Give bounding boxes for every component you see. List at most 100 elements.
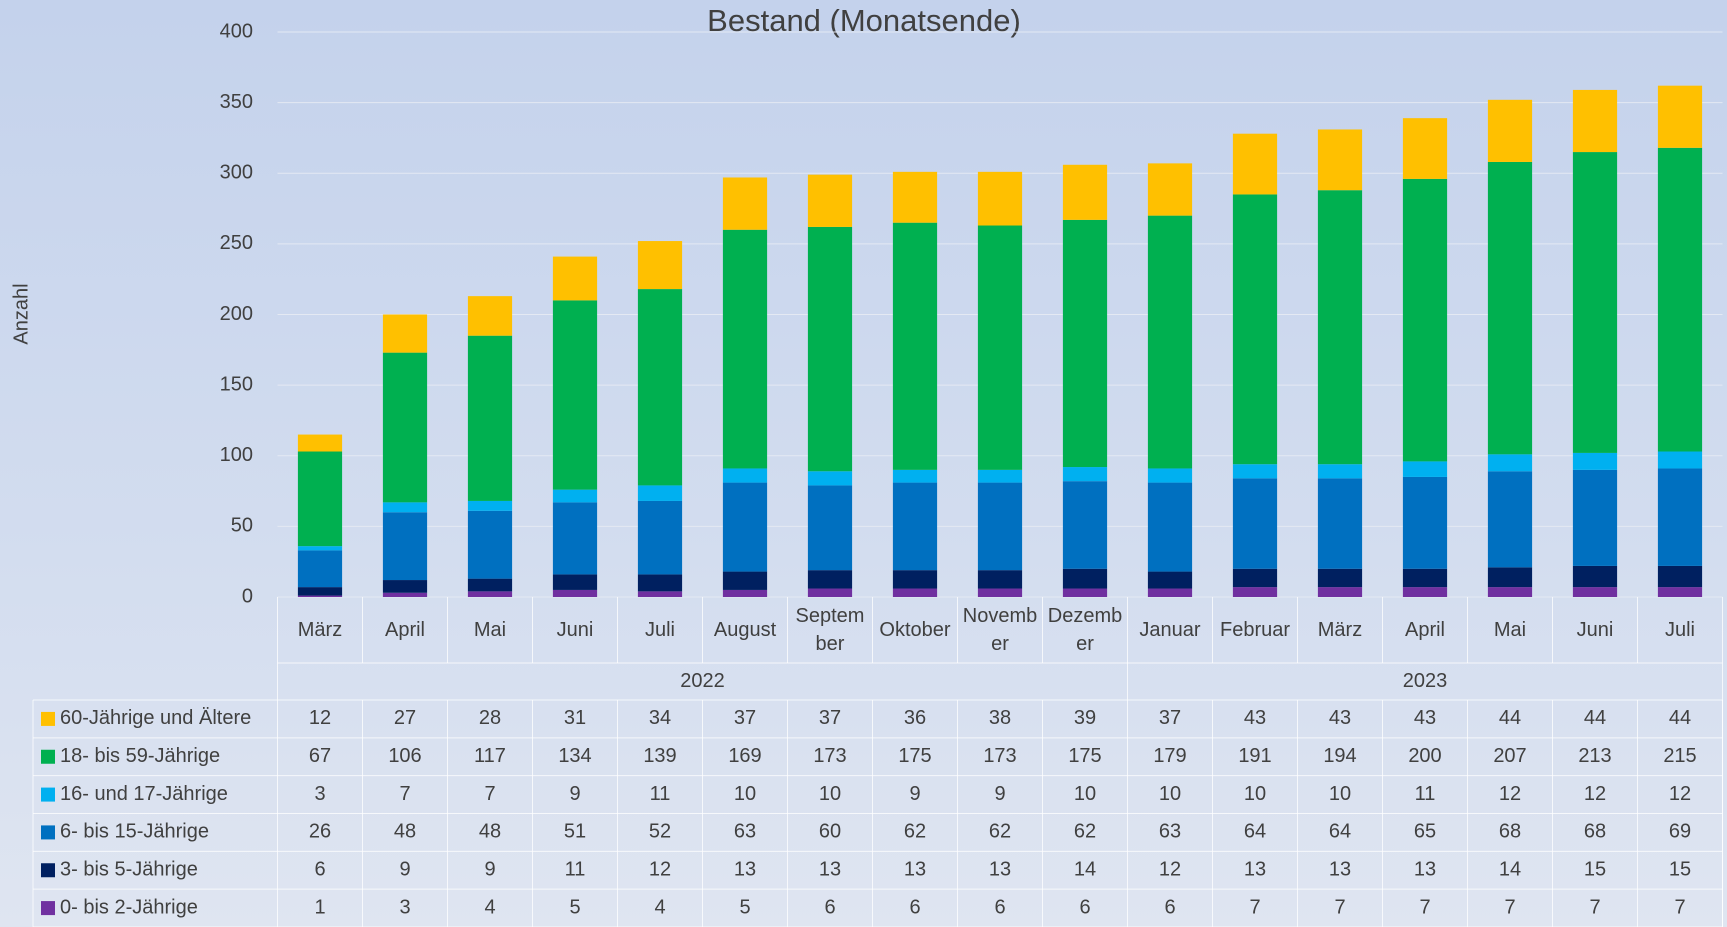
bar-segment (1657, 565, 1703, 588)
bar-segment (1572, 452, 1618, 470)
table-cell: 43 (1329, 707, 1351, 729)
bar-segment (807, 570, 853, 589)
bar-segment (1062, 568, 1108, 589)
table-cell: 9 (399, 859, 410, 881)
table-cell: 52 (649, 821, 671, 843)
table-cell: 5 (739, 896, 750, 918)
table-cell: 12 (1499, 783, 1521, 805)
table-cell: 3 (314, 783, 325, 805)
bar-segment (382, 512, 428, 581)
x-tick-label: Mai (473, 619, 507, 641)
bar-segment (1147, 482, 1193, 572)
bar-segment (1657, 451, 1703, 469)
x-tick-label: April (384, 619, 425, 641)
table-cell: 12 (1159, 859, 1181, 881)
y-tick-label: 0 (242, 585, 253, 607)
table-cell: 139 (643, 745, 676, 767)
bar-segment (552, 489, 598, 503)
y-tick-label: 150 (220, 373, 253, 395)
table-cell: 5 (569, 896, 580, 918)
table-cell: 3 (399, 896, 410, 918)
group-label: 2022 (680, 670, 725, 692)
table-cell: 13 (1244, 859, 1266, 881)
bar-segment (382, 314, 428, 353)
bar-segment (467, 591, 513, 597)
y-tick-label: 100 (220, 444, 253, 466)
table-cell: 64 (1329, 821, 1351, 843)
y-tick-label: 50 (231, 515, 253, 537)
x-tick-label: November (962, 605, 1038, 655)
table-cell: 175 (1068, 745, 1101, 767)
table-cell: 10 (1244, 783, 1266, 805)
table-cell: 15 (1669, 859, 1691, 881)
legend-swatch (41, 711, 55, 726)
bar-segment (1487, 587, 1533, 597)
bar-segment (382, 502, 428, 513)
bar-segment (1572, 469, 1618, 566)
chart-title: Bestand (Monatsende) (707, 3, 1021, 38)
group-label: 2023 (1403, 670, 1448, 692)
x-tick-label: Januar (1139, 619, 1201, 641)
bar-segment (1657, 468, 1703, 566)
table-cell: 9 (909, 783, 920, 805)
table-cell: 48 (479, 821, 501, 843)
table-cell: 28 (479, 707, 501, 729)
table-cell: 10 (1329, 783, 1351, 805)
table-cell: 31 (564, 707, 586, 729)
table-cell: 10 (1159, 783, 1181, 805)
table-cell: 51 (564, 821, 586, 843)
table-cell: 7 (1334, 896, 1345, 918)
table-cell: 63 (1159, 821, 1181, 843)
bar-segment (1572, 587, 1618, 597)
legend-label: 0- bis 2-Jährige (60, 896, 198, 918)
table-cell: 12 (1669, 783, 1691, 805)
table-cell: 7 (1504, 896, 1515, 918)
table-cell: 10 (819, 783, 841, 805)
table-cell: 10 (734, 783, 756, 805)
bar-segment (1572, 152, 1618, 453)
bar-segment (297, 595, 343, 597)
y-tick-label: 200 (220, 303, 253, 325)
bar-segment (1232, 133, 1278, 195)
table-cell: 36 (904, 707, 926, 729)
table-cell: 7 (1419, 896, 1430, 918)
bar-segment (1317, 478, 1363, 569)
table-cell: 13 (1329, 859, 1351, 881)
x-tick-label: Juni (1576, 619, 1614, 641)
legend-label: 16- und 17-Jährige (60, 783, 228, 805)
bar-segment (297, 451, 343, 547)
x-tick-label: Juli (1664, 619, 1695, 641)
bar-segment (807, 588, 853, 597)
bar-segment (1317, 587, 1363, 597)
table-cell: 1 (314, 896, 325, 918)
bar-segment (1232, 464, 1278, 479)
bar-segment (1657, 587, 1703, 597)
table-cell: 69 (1669, 821, 1691, 843)
bar-segment (1402, 461, 1448, 477)
bar-segment (1147, 468, 1193, 483)
bar-segment (1232, 568, 1278, 588)
y-tick-label: 400 (220, 20, 253, 42)
table-cell: 44 (1584, 707, 1606, 729)
table-cell: 134 (558, 745, 591, 767)
table-cell: 215 (1663, 745, 1696, 767)
table-cell: 9 (994, 783, 1005, 805)
bar-segment (382, 580, 428, 593)
legend-swatch (41, 863, 55, 878)
bar-segment (1402, 476, 1448, 569)
bar-segment (1487, 161, 1533, 455)
table-cell: 6 (909, 896, 920, 918)
legend-label: 3- bis 5-Jährige (60, 859, 198, 881)
table-cell: 60 (819, 821, 841, 843)
table-cell: 194 (1323, 745, 1356, 767)
bar-segment (1062, 481, 1108, 569)
table-cell: 7 (484, 783, 495, 805)
bar-segment (637, 591, 683, 597)
table-cell: 169 (728, 745, 761, 767)
table-cell: 200 (1408, 745, 1441, 767)
table-cell: 173 (813, 745, 846, 767)
table-cell: 43 (1244, 707, 1266, 729)
bar-segment (1147, 215, 1193, 469)
bar-segment (382, 592, 428, 597)
table-cell: 63 (734, 821, 756, 843)
